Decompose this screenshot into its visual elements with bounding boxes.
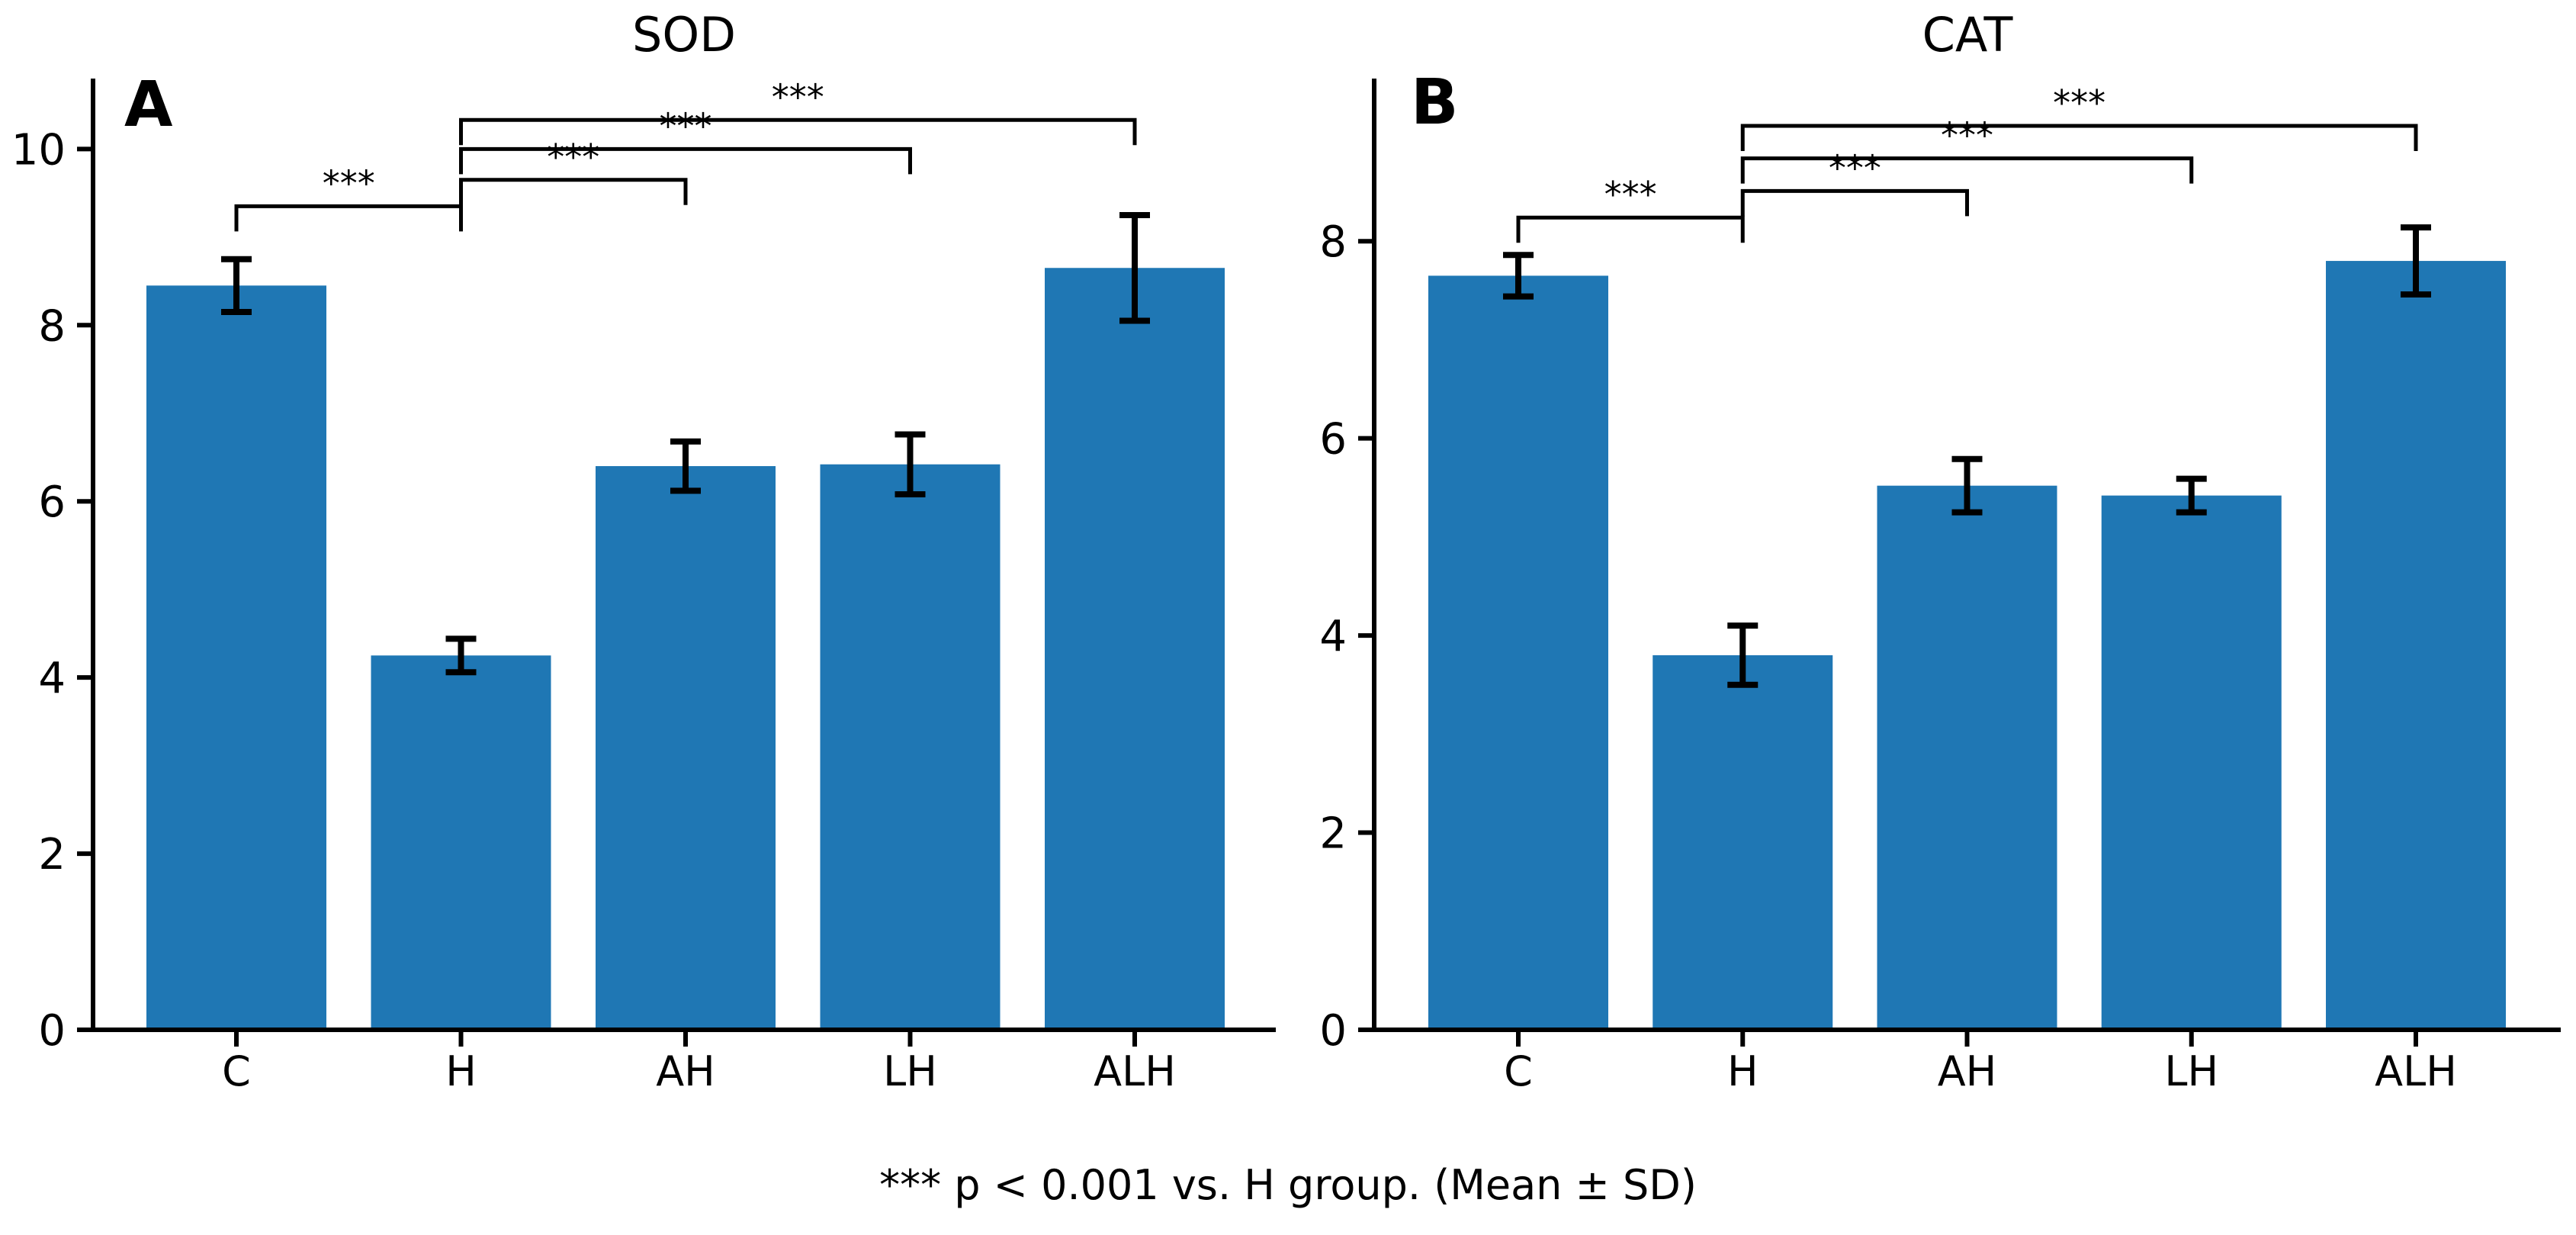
sig-bracket-H-LH: [459, 146, 912, 175]
y-tick-label: 4: [1319, 612, 1347, 661]
bar-H: [1653, 654, 1833, 1030]
x-tick-label-LH: LH: [2164, 1047, 2218, 1095]
sig-label-H-LH: ***: [660, 105, 712, 146]
sig-bracket-H-AH: [1740, 188, 1969, 217]
y-tick-label: 4: [38, 654, 66, 703]
sig-bracket-H-AH: [459, 178, 688, 205]
sig-label-H-LH: ***: [1941, 115, 1993, 156]
bar-C: [146, 285, 326, 1030]
sig-bracket-H-ALH: [1740, 124, 2418, 152]
sig-label-H-ALH: ***: [2053, 82, 2105, 124]
bar-H: [371, 655, 551, 1030]
sig-label-C-H: ***: [323, 162, 375, 204]
x-tick-label-H: H: [1727, 1047, 1759, 1095]
bar-ALH: [2326, 261, 2506, 1031]
sig-bracket-H-ALH: [459, 117, 1137, 146]
panel-cat: 0 2 4 6 8 C H AH LH ALH *** *** *** ***: [1319, 79, 2561, 1095]
y-tick-label: 0: [38, 1006, 66, 1056]
x-tick-label-LH: LH: [883, 1047, 937, 1095]
y-tick-label: 6: [1319, 415, 1347, 465]
bar-C: [1428, 275, 1608, 1031]
x-tick-label-C: C: [222, 1047, 251, 1095]
figure-footnote: *** p < 0.001 vs. H group. (Mean ± SD): [879, 1161, 1697, 1209]
bar-ALH: [1045, 268, 1225, 1030]
y-tick-label: 0: [1319, 1006, 1347, 1056]
panel-sod-title: SOD: [632, 7, 736, 63]
sig-label-H-AH: ***: [547, 137, 599, 178]
x-tick-label-AH: AH: [1938, 1047, 1997, 1095]
sig-bracket-C-H: [234, 204, 463, 232]
panel-cat-title: CAT: [1922, 7, 2014, 63]
x-tick-label-C: C: [1504, 1047, 1533, 1095]
y-tick-label: 6: [38, 478, 66, 527]
bar-AH: [1877, 485, 2057, 1030]
y-tick-label: 8: [1319, 217, 1347, 267]
sig-bracket-C-H: [1516, 215, 1745, 243]
panel-sod: 0 2 4 6 8 10 C H AH LH ALH *** *** *** ***: [11, 76, 1276, 1095]
x-tick-label-AH: AH: [656, 1047, 715, 1095]
panel-cat-letter: B: [1411, 66, 1459, 139]
sig-label-H-ALH: ***: [772, 76, 824, 117]
bar-AH: [596, 466, 776, 1030]
bar-LH: [2101, 495, 2282, 1030]
sig-bracket-H-LH: [1740, 156, 2194, 184]
x-tick-label-ALH: ALH: [2375, 1047, 2457, 1095]
x-tick-label-H: H: [445, 1047, 477, 1095]
x-tick-label-ALH: ALH: [1094, 1047, 1176, 1095]
y-tick-label: 2: [38, 830, 66, 880]
y-tick-label: 2: [1319, 809, 1347, 859]
y-tick-label: 8: [38, 301, 66, 351]
y-tick-label: 10: [11, 125, 66, 175]
sig-label-H-AH: ***: [1829, 147, 1881, 188]
bar-LH: [820, 464, 1001, 1030]
panel-sod-letter: A: [124, 69, 173, 141]
sig-label-C-H: ***: [1604, 174, 1657, 215]
